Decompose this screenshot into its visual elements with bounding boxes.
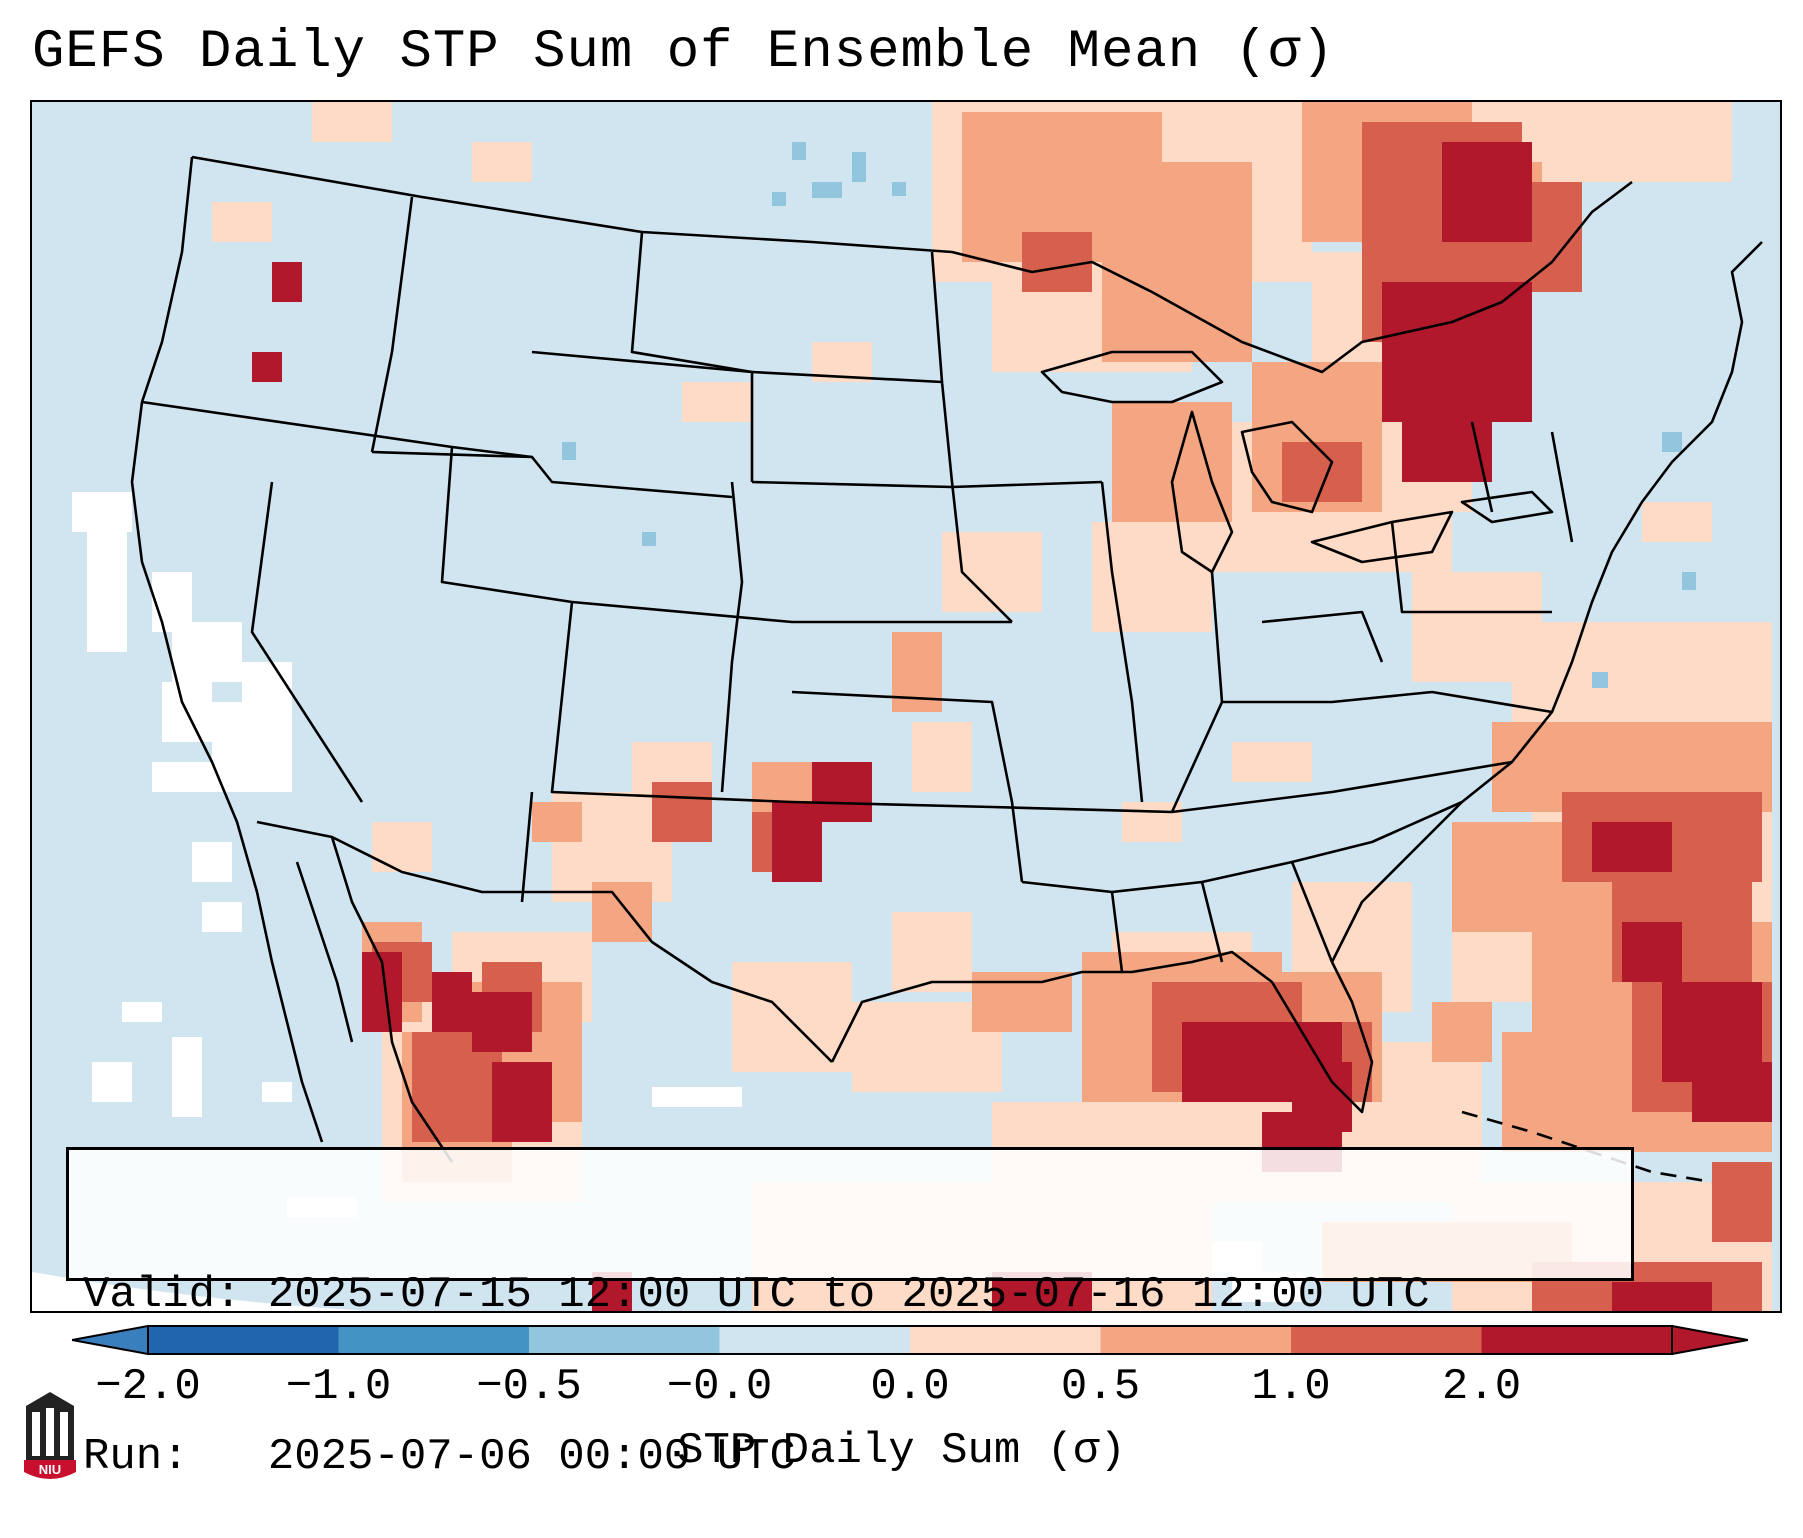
colorbar-bin-1 [338,1326,530,1354]
valid-label: Valid: [83,1270,242,1320]
colorbar-bin-4 [910,1326,1101,1354]
colorbar-tick-6: 1.0 [1251,1362,1331,1412]
chart-title: GEFS Daily STP Sum of Ensemble Mean (σ) [32,22,1335,83]
boundaries [130,155,1763,1184]
colorbar-tick-4: 0.0 [870,1362,950,1412]
colorbar-tick-2: −0.5 [476,1362,582,1412]
logo-text: NIU [39,1462,61,1477]
stp-bin-neg-small [562,142,1696,688]
run-value: 2025-07-06 00:00 UTC [267,1432,796,1482]
colorbar-label: STP Daily Sum (σ) [677,1426,1126,1476]
colorbar-tick-7: 2.0 [1441,1362,1522,1412]
colorbar-bin-7 [1481,1326,1673,1354]
colorbar-bin-3 [719,1326,911,1354]
colorbar-extend-max [1672,1326,1748,1354]
colorbar-tick-1: −1.0 [285,1362,392,1412]
colorbar-tick-0: −2.0 [95,1362,201,1412]
niu-logo: NIU [24,1392,76,1479]
stp-bin-gt-2.0 [252,142,1772,1311]
map-canvas [32,102,1780,1311]
colorbar-bin-6 [1291,1326,1482,1354]
valid-row: Valid: 2025-07-15 12:00 UTC to 2025-07-1… [83,1268,1631,1322]
projection-edge [32,1272,370,1311]
colorbar-bin-0 [148,1326,339,1354]
colorbar-bin-2 [529,1326,720,1354]
run-row: Run: 2025-07-06 00:00 UTC [83,1430,1631,1484]
colorbar [72,1325,1748,1355]
valid-run-box: Valid: 2025-07-15 12:00 UTC to 2025-07-1… [66,1147,1634,1482]
valid-value: 2025-07-15 12:00 UTC to 2025-07-16 12:00… [267,1270,1430,1320]
map-frame[interactable] [30,100,1782,1313]
colorbar-extend-min [72,1326,148,1354]
colorbar-tick-3: −0.0 [666,1362,773,1412]
colorbar-bin-5 [1100,1326,1292,1354]
colorbar-outline [147,1325,1673,1355]
colorbar-tick-5: 0.5 [1060,1362,1141,1412]
run-label: Run: [83,1432,189,1482]
